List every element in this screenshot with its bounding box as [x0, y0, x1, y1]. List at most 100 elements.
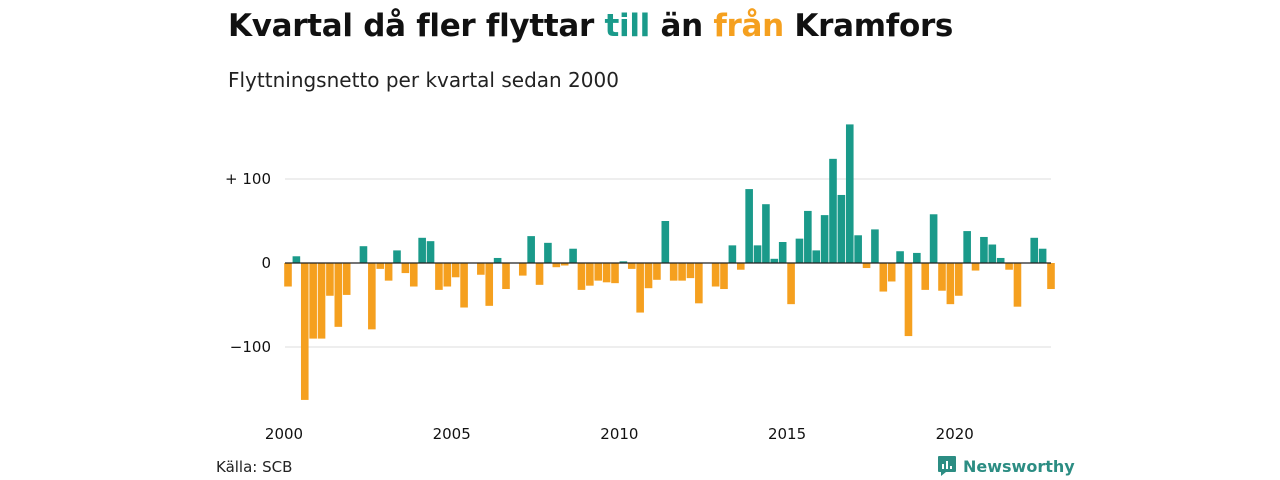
bar: [602, 263, 611, 283]
bar: [845, 124, 854, 264]
bar: [669, 263, 678, 281]
bar: [736, 263, 745, 270]
bar: [636, 263, 644, 313]
source-note: Källa: SCB: [216, 458, 293, 476]
bar: [342, 263, 351, 295]
bar: [770, 258, 779, 263]
x-tick-label: 2015: [768, 425, 806, 443]
bar: [728, 245, 737, 263]
axis-layer: + 100 0 −100 2000 2005 2010 2015 2020: [225, 170, 1051, 443]
bar: [745, 189, 753, 263]
newsworthy-logo-icon: [938, 456, 956, 476]
bar: [954, 263, 963, 296]
bar: [879, 263, 888, 292]
chart-subtitle: Flyttningsnetto per kvartal sedan 2000: [228, 68, 619, 92]
bar: [552, 263, 561, 268]
bar: [502, 263, 510, 290]
bar: [560, 263, 569, 266]
bar: [904, 263, 913, 337]
title-part-2: än: [649, 8, 714, 44]
bar: [393, 250, 401, 263]
bar: [938, 263, 946, 291]
bar: [871, 229, 879, 263]
bar: [451, 263, 460, 278]
bar: [686, 263, 695, 279]
bar: [678, 263, 686, 281]
bar: [762, 204, 770, 263]
bar: [913, 252, 921, 263]
bar: [1047, 263, 1055, 290]
bar: [535, 263, 544, 285]
bar: [359, 246, 368, 263]
bar: [300, 263, 309, 400]
bar: [1013, 263, 1022, 307]
bar: [837, 194, 846, 263]
bar: [653, 263, 661, 280]
bar: [804, 210, 812, 263]
y-tick-label: + 100: [225, 170, 271, 188]
bar: [443, 263, 452, 287]
bar: [829, 158, 837, 263]
bar: [334, 263, 343, 327]
x-tick-label: 2005: [433, 425, 471, 443]
bar: [309, 263, 317, 339]
bar: [988, 244, 997, 263]
y-tick-label: 0: [261, 254, 271, 272]
bar: [460, 263, 468, 308]
bars-layer: [284, 124, 1055, 400]
bar: [292, 256, 301, 263]
bar: [996, 257, 1005, 263]
bar: [493, 257, 502, 263]
bar: [317, 263, 326, 339]
title-word-in: till: [604, 8, 650, 44]
bar: [980, 236, 988, 263]
bar: [326, 263, 334, 296]
bar: [627, 263, 636, 269]
bar: [368, 263, 376, 330]
bar: [376, 263, 385, 269]
bar: [661, 221, 670, 263]
bar: [518, 263, 527, 276]
bar: [787, 263, 795, 305]
bar: [586, 263, 594, 286]
chart-title: Kvartal då fler flyttar till än från Kra…: [228, 8, 953, 44]
bar: [778, 242, 787, 263]
x-tick-label: 2000: [265, 425, 303, 443]
x-tick-label: 2010: [600, 425, 638, 443]
bar: [854, 235, 862, 263]
bar: [527, 236, 535, 263]
bar: [577, 263, 586, 290]
bar: [887, 263, 896, 282]
bar: [409, 263, 418, 287]
title-part-3: Kramfors: [783, 8, 954, 44]
bar: [569, 248, 577, 263]
bar: [862, 263, 871, 269]
brand-name: Newsworthy: [963, 456, 1075, 476]
bar: [644, 263, 653, 289]
bar: [594, 263, 603, 281]
bar: [619, 261, 628, 263]
bar: [795, 238, 804, 263]
brand-logo[interactable]: Newsworthy: [937, 455, 1075, 477]
bar: [812, 250, 821, 263]
bar: [929, 214, 938, 263]
bar: [753, 245, 762, 263]
bar: [611, 263, 619, 284]
bar: [711, 263, 720, 287]
bar: [418, 237, 426, 263]
bar: [946, 263, 955, 305]
bar: [963, 231, 971, 263]
bar: [896, 251, 904, 263]
bar: [720, 263, 728, 290]
bar: [544, 242, 552, 263]
bar: [477, 263, 485, 275]
bar: [284, 263, 292, 287]
bar: [401, 263, 410, 274]
bar: [921, 263, 930, 290]
bar: [1038, 248, 1047, 263]
bar: [1030, 237, 1039, 263]
bar: [435, 263, 443, 290]
title-word-out: från: [713, 8, 784, 44]
bar: [971, 263, 980, 271]
